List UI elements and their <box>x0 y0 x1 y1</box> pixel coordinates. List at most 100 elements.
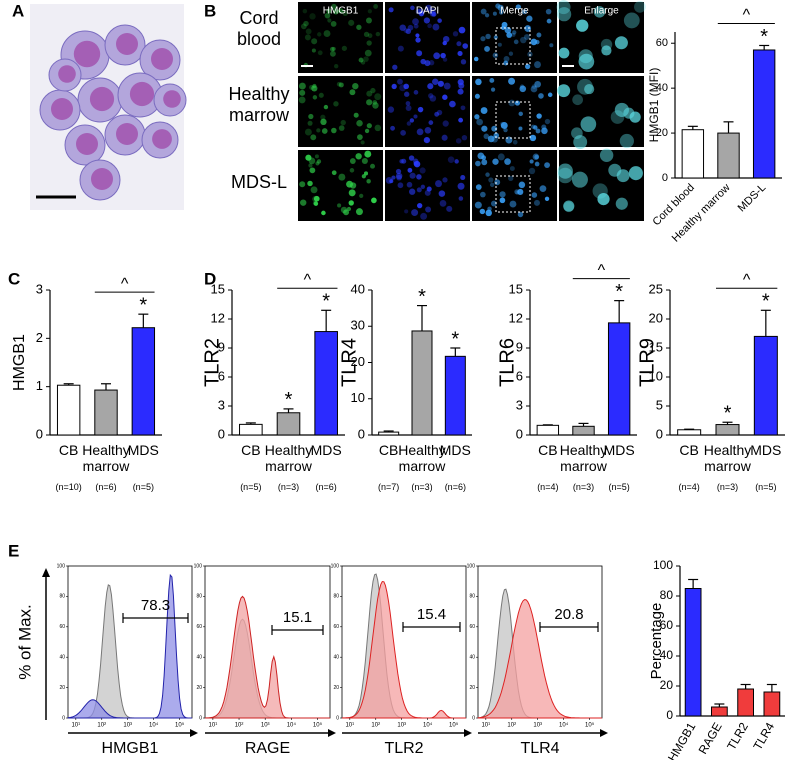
y-tick-label: 40 <box>351 281 365 296</box>
nucleus-stain <box>389 179 394 184</box>
nucleus-stain <box>518 181 526 189</box>
nucleus-stain <box>457 50 463 57</box>
nucleus-stain <box>425 206 432 213</box>
nucleus-stain <box>513 39 519 45</box>
nucleus-stain <box>315 161 320 166</box>
histogram <box>342 573 466 719</box>
nucleus-stain <box>544 196 550 201</box>
nucleus-stain <box>364 150 372 158</box>
y-tick-label: 20 <box>196 685 202 691</box>
x-tick-label: 10¹ <box>209 723 218 729</box>
nucleus-stain <box>497 42 502 47</box>
nucleus-stain <box>514 100 521 106</box>
y-tick-label: 9 <box>516 339 523 354</box>
zoom-box <box>495 175 531 213</box>
nucleus-stain <box>417 202 423 209</box>
nucleus-stain <box>524 63 531 70</box>
nucleus-stain <box>545 8 552 15</box>
nucleus-stain <box>475 184 482 191</box>
nucleus-stain <box>580 116 597 133</box>
nucleus-stain <box>487 206 492 212</box>
y-tick-label: 9 <box>218 339 225 354</box>
nucleus-stain <box>304 128 312 136</box>
nucleus-stain <box>349 89 356 96</box>
nucleus-stain <box>446 205 453 212</box>
y-tick-label: 0 <box>36 426 43 441</box>
nucleus-stain <box>520 36 527 44</box>
nucleus-stain <box>338 8 344 14</box>
nucleus-stain <box>481 125 488 132</box>
nucleus-stain <box>584 84 595 95</box>
nucleus-stain <box>311 85 318 92</box>
nucleus-stain <box>572 94 583 106</box>
nucleus-stain <box>485 33 491 40</box>
bar <box>752 49 776 179</box>
nucleus-stain <box>456 41 462 47</box>
sample-size: (n=5) <box>132 482 154 492</box>
nucleus-stain <box>462 43 469 49</box>
nucleus <box>76 133 98 155</box>
y-tick-label: 20 <box>660 678 674 692</box>
nucleus-stain <box>366 179 371 184</box>
gate-value: 15.4 <box>417 606 446 623</box>
nucleus-stain <box>494 179 501 186</box>
x-tick-label: MDS <box>310 442 342 458</box>
nucleus-stain <box>348 200 354 206</box>
nucleus-stain <box>427 83 434 90</box>
sample-size: (n=7) <box>378 482 400 492</box>
nucleus-stain <box>411 209 419 217</box>
nucleus-stain <box>474 93 480 99</box>
nucleus-stain <box>413 161 418 166</box>
nucleus-stain <box>331 170 337 176</box>
x-tick-label: CB <box>679 442 699 458</box>
nucleus-stain <box>519 85 527 93</box>
nucleus-stain <box>410 5 415 11</box>
nucleus-stain <box>454 159 459 164</box>
y-tick-label: 15 <box>649 339 663 354</box>
nucleus-stain <box>503 56 510 62</box>
bracket-label: ^ <box>304 272 312 289</box>
x-tick-label: TLR2 <box>724 720 751 753</box>
nucleus-stain <box>419 167 426 174</box>
nucleus-stain <box>504 26 512 34</box>
nucleus-stain <box>437 18 442 23</box>
bar <box>444 355 466 436</box>
nucleus-stain <box>509 166 515 171</box>
bar <box>684 588 702 717</box>
nucleus-stain <box>355 208 363 216</box>
nucleus-stain <box>313 195 320 202</box>
nucleus-stain <box>361 157 368 165</box>
x-tick-label: MDS <box>127 442 159 458</box>
nucleus-stain <box>557 163 573 179</box>
nucleus-stain <box>432 78 439 86</box>
nucleus-stain <box>367 9 372 14</box>
nucleus-stain <box>348 189 356 197</box>
y-axis-label: % of Max. <box>15 604 34 680</box>
nucleus-stain <box>364 128 370 134</box>
y-tick-label: 10 <box>649 368 663 383</box>
y-tick-label: 40 <box>59 655 65 661</box>
nucleus-stain <box>391 83 397 90</box>
sample-size: (n=3) <box>716 482 739 492</box>
bracket-label: ^ <box>121 275 129 292</box>
nucleus-stain <box>407 167 413 173</box>
nucleus <box>58 65 76 83</box>
nucleus-stain <box>333 101 339 107</box>
bracket-label: ^ <box>743 7 751 24</box>
nucleus-stain <box>323 104 329 110</box>
nucleus-stain <box>614 102 629 118</box>
nucleus-stain <box>508 175 514 181</box>
panel-label: E <box>8 541 19 560</box>
zoom-box <box>495 101 531 139</box>
nucleus-stain <box>399 159 404 164</box>
nucleus-stain <box>481 155 487 161</box>
nucleus-stain <box>346 206 352 212</box>
gate-value: 78.3 <box>141 597 170 614</box>
significance-star: * <box>451 328 459 350</box>
nucleus-stain <box>455 138 462 144</box>
nucleus-stain <box>342 10 348 17</box>
y-tick-label: 3 <box>516 397 523 412</box>
nucleus-stain <box>475 160 481 167</box>
nucleus-stain <box>536 32 542 38</box>
nucleus-stain <box>593 6 606 18</box>
